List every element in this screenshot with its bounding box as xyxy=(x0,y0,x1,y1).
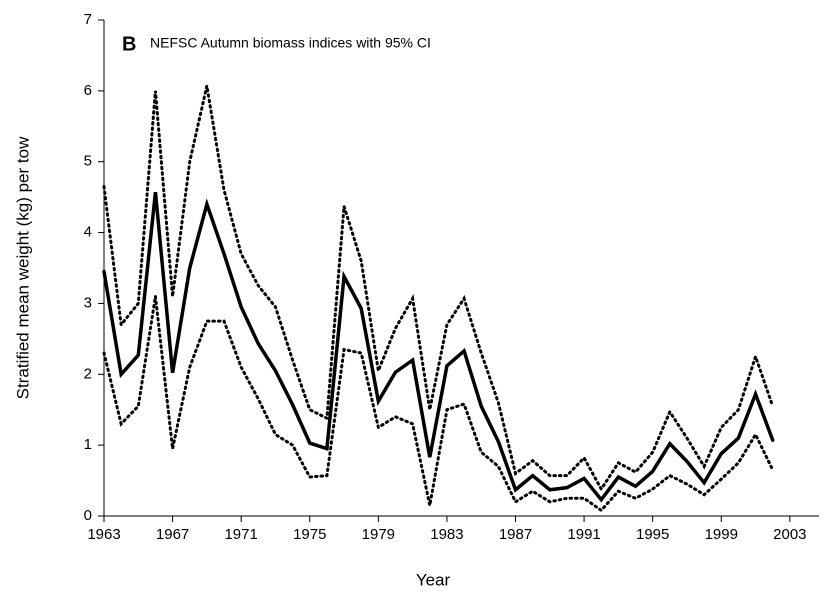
y-tick-label: 3 xyxy=(84,294,92,311)
x-axis-label: Year xyxy=(416,570,451,589)
y-tick-label: 7 xyxy=(84,11,92,28)
x-tick-label: 1963 xyxy=(87,526,120,543)
y-tick-label: 2 xyxy=(84,365,92,382)
y-tick-label: 0 xyxy=(84,507,92,524)
y-axis-label: Stratified mean weight (kg) per tow xyxy=(13,136,32,399)
x-tick-label: 1971 xyxy=(224,526,257,543)
y-tick-label: 4 xyxy=(84,224,92,241)
x-tick-label: 1983 xyxy=(430,526,463,543)
x-tick-label: 1991 xyxy=(567,526,600,543)
chart-title: NEFSC Autumn biomass indices with 95% CI xyxy=(150,35,431,51)
x-tick-label: 1975 xyxy=(293,526,326,543)
x-tick-label: 1987 xyxy=(499,526,532,543)
x-tick-label: 1967 xyxy=(156,526,189,543)
x-tick-label: 1979 xyxy=(362,526,395,543)
ci-line xyxy=(102,85,775,492)
ci-line xyxy=(102,296,775,513)
y-tick-label: 6 xyxy=(84,82,92,99)
x-tick-label: 1999 xyxy=(705,526,738,543)
y-tick-label: 1 xyxy=(84,436,92,453)
x-tick-label: 2003 xyxy=(773,526,806,543)
mean-line xyxy=(102,191,775,503)
x-tick-label: 1995 xyxy=(636,526,669,543)
y-tick-label: 5 xyxy=(84,153,92,170)
panel-label: B xyxy=(122,33,136,55)
